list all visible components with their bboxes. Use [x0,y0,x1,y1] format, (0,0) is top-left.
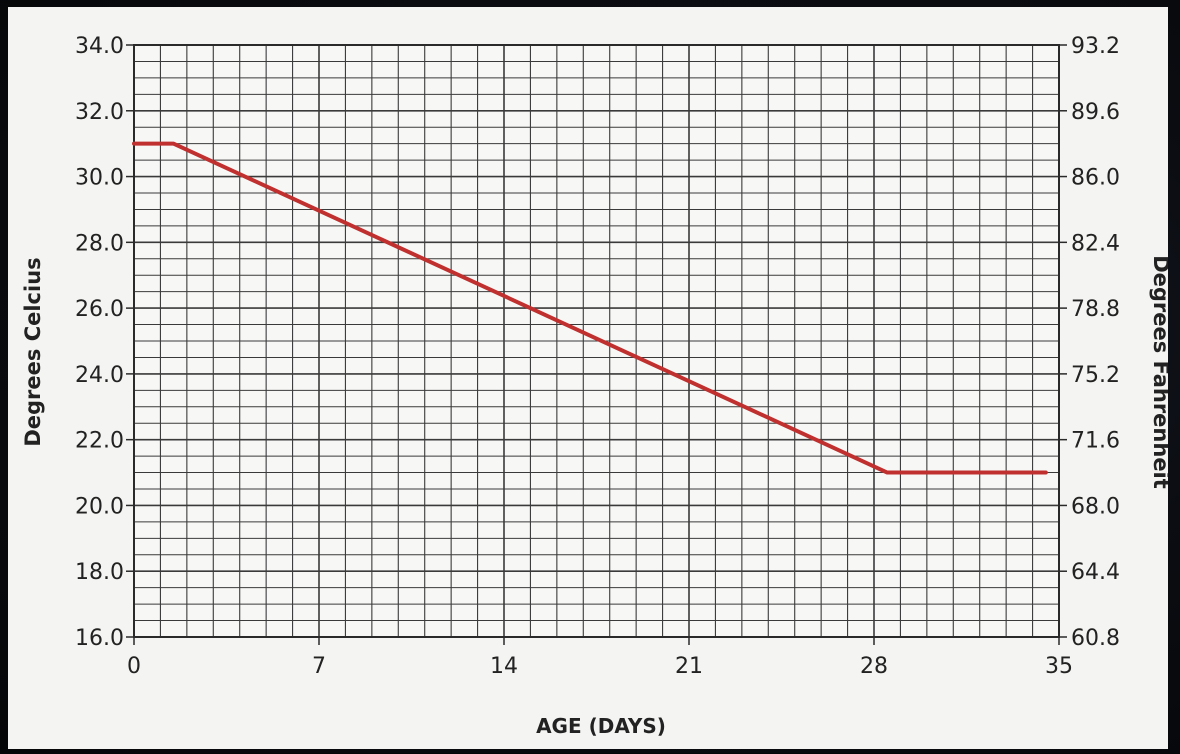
y-tick-label: 28.0 [75,231,124,256]
y-tick-label: 20.0 [75,494,124,519]
y2-tick-label: 75.2 [1071,363,1120,388]
chart-panel: 16.0 18.0 20.0 22.0 24.0 26.0 28.0 30.0 32.0 34.0… [8,7,1168,749]
y2-tick-label: 89.6 [1071,100,1120,125]
x-axis-label: AGE (DAYS) [536,714,666,738]
y2-tick-label: 86.0 [1071,166,1120,191]
y2-tick-label: 71.6 [1071,429,1120,454]
x-tick-label: 7 [312,654,326,679]
y-tick-label: 18.0 [75,560,124,585]
y2-tick-label: 93.2 [1071,34,1120,59]
y-tick-label: 26.0 [75,297,124,322]
y2-tick-label: 82.4 [1071,231,1120,256]
y2-tick-label: 60.8 [1071,626,1120,651]
y2-axis-label: Degrees Fahrenheit [1149,255,1168,489]
y2-tick-label: 64.4 [1071,560,1120,585]
y-tick-label: 32.0 [75,100,124,125]
x-tick-label: 14 [490,654,518,679]
y2-tick-label: 78.8 [1071,297,1120,322]
y-tick-label: 24.0 [75,363,124,388]
x-tick-label: 28 [860,654,888,679]
x-tick-label: 35 [1045,654,1073,679]
chart-grid [134,45,1059,637]
y-tick-label: 22.0 [75,429,124,454]
y2-tick-label: 68.0 [1071,494,1120,519]
y-tick-label: 30.0 [75,166,124,191]
x-tick-label: 0 [127,654,141,679]
y-tick-label: 16.0 [75,626,124,651]
x-tick-label: 21 [675,654,703,679]
y-axis-label: Degrees Celcius [21,257,45,446]
temperature-chart: 16.0 18.0 20.0 22.0 24.0 26.0 28.0 30.0 32.0 34.0… [8,7,1168,749]
y-tick-label: 34.0 [75,34,124,59]
